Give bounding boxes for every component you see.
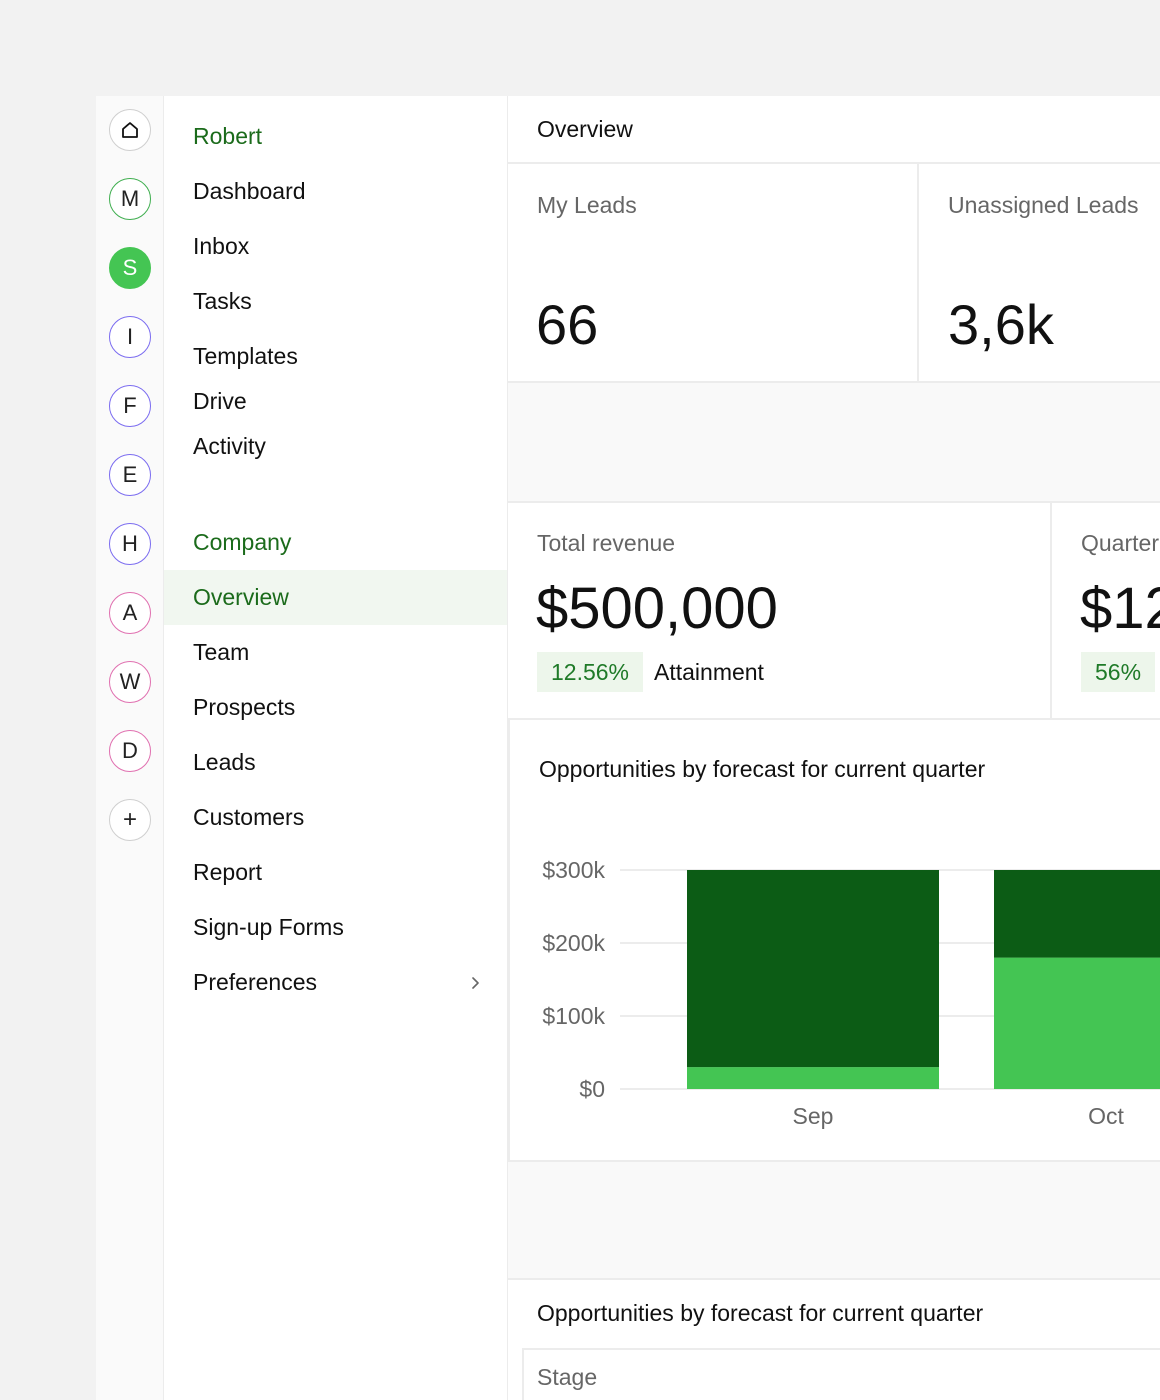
bar-sep-segment-1[interactable]	[687, 870, 939, 1068]
bar-oct-segment-0[interactable]	[994, 957, 1160, 1089]
bar-sep-segment-0[interactable]	[687, 1067, 939, 1089]
attainment-label: Attainment	[654, 659, 764, 685]
workspace-avatar-s[interactable]: S	[109, 247, 151, 289]
sidebar-item-label: Preferences	[193, 969, 318, 995]
table-border	[522, 1350, 524, 1400]
chevron-right-icon	[472, 976, 479, 989]
x-tick-label: Oct	[1088, 1103, 1124, 1129]
chart-title: Opportunities by forecast for current qu…	[539, 756, 986, 782]
workspace-avatar-m[interactable]: M	[109, 178, 151, 220]
x-tick-label: Sep	[793, 1103, 834, 1129]
sidebar-item-preferences[interactable]: Preferences	[164, 955, 507, 1010]
sidebar-item-signup-forms[interactable]: Sign-up Forms	[193, 914, 344, 940]
sidebar-item-drive[interactable]: Drive	[193, 388, 247, 414]
my-leads-value: 66	[536, 293, 599, 356]
quarter-badge: 56%	[1081, 652, 1156, 692]
sidebar-item-prospects[interactable]: Prospects	[193, 694, 296, 720]
main-content: Overview My Leads 66 Unassigned Leads 3,…	[508, 96, 1160, 1400]
unassigned-leads-card: Unassigned Leads 3,6k	[919, 164, 1160, 383]
sidebar-heading-company: Company	[193, 529, 292, 555]
y-tick-label: $200k	[542, 930, 605, 956]
total-revenue-value: $500,000	[536, 576, 778, 641]
sidebar-item-activity[interactable]: Activity	[193, 433, 266, 459]
table-divider	[522, 1348, 1160, 1350]
workspace-avatar-d[interactable]: D	[109, 730, 151, 772]
home-icon[interactable]	[109, 109, 151, 151]
page-title: Overview	[508, 96, 1160, 164]
workspace-avatar-a[interactable]: A	[109, 592, 151, 634]
sidebar-item-dashboard[interactable]: Dashboard	[193, 178, 306, 204]
quarter-revenue-card: Quarter $12 56%	[1052, 501, 1160, 720]
bar-oct-segment-1[interactable]	[994, 870, 1160, 958]
forecast-table-card: Opportunities by forecast for current qu…	[508, 1278, 1160, 1400]
sidebar-item-customers[interactable]: Customers	[193, 804, 305, 830]
table-title: Opportunities by forecast for current qu…	[537, 1300, 984, 1326]
attainment-badge: 12.56%	[537, 652, 644, 692]
total-revenue-label: Total revenue	[537, 530, 676, 556]
my-leads-card: My Leads 66	[508, 164, 919, 383]
sidebar-item-leads[interactable]: Leads	[193, 749, 256, 775]
forecast-bar-chart: $0 $100k $200k $300k Sep Oct	[542, 857, 1160, 1129]
my-leads-label: My Leads	[537, 192, 637, 218]
workspace-avatar-f[interactable]: F	[109, 385, 151, 427]
workspace-avatar-w[interactable]: W	[109, 661, 151, 703]
quarter-revenue-value: $12	[1080, 576, 1160, 641]
unassigned-leads-label: Unassigned Leads	[948, 192, 1139, 218]
sidebar-item-team[interactable]: Team	[193, 639, 250, 665]
quarter-revenue-label: Quarter	[1081, 530, 1159, 556]
sidebar-item-tasks[interactable]: Tasks	[193, 288, 252, 314]
forecast-chart-card: Opportunities by forecast for current qu…	[508, 720, 1160, 1162]
sidebar-heading-robert: Robert	[193, 123, 263, 149]
y-tick-label: $100k	[542, 1003, 605, 1029]
plus-icon[interactable]: +	[109, 799, 151, 841]
sidebar: Robert Dashboard Inbox Tasks Templates D…	[164, 96, 508, 1400]
sidebar-item-inbox[interactable]: Inbox	[193, 233, 250, 259]
y-tick-label: $0	[579, 1076, 605, 1102]
app-window: M S I F E H A W D + Robert Dashboard Inbox Tasks …	[96, 96, 1160, 1400]
workspace-avatar-i[interactable]: I	[109, 316, 151, 358]
sidebar-item-templates[interactable]: Templates	[193, 343, 298, 369]
workspace-avatar-h[interactable]: H	[109, 523, 151, 565]
workspace-avatar-e[interactable]: E	[109, 454, 151, 496]
y-tick-label: $300k	[542, 857, 605, 883]
sidebar-item-report[interactable]: Report	[193, 859, 263, 885]
workspace-rail: M S I F E H A W D +	[96, 96, 164, 1400]
unassigned-leads-value: 3,6k	[948, 293, 1054, 356]
total-revenue-card: Total revenue $500,000 12.56% Attainment	[508, 501, 1052, 720]
sidebar-item-overview[interactable]: Overview	[164, 570, 507, 625]
table-column-stage[interactable]: Stage	[537, 1364, 598, 1390]
